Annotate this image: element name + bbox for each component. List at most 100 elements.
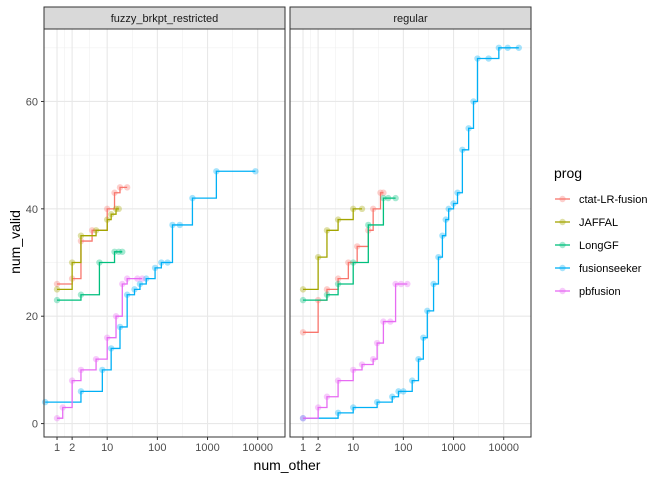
y-tick-label: 60 bbox=[26, 96, 38, 108]
data-point-JAFFAL bbox=[323, 227, 331, 234]
data-point-JAFFAL bbox=[314, 253, 322, 261]
data-point-fusionseeker bbox=[373, 398, 381, 406]
data-point-pbfusion bbox=[103, 334, 111, 341]
data-point-ctat-LR-fusion bbox=[345, 259, 352, 266]
data-point-fusionseeker bbox=[439, 232, 446, 239]
data-point-pbfusion bbox=[53, 415, 61, 422]
y-tick-label: 0 bbox=[32, 419, 38, 431]
data-point-ctat-LR-fusion bbox=[111, 189, 118, 196]
series-line-fusionseeker bbox=[303, 47, 519, 419]
series-layer bbox=[41, 168, 259, 422]
plot-background bbox=[44, 29, 285, 437]
data-point-ctat-LR-fusion bbox=[116, 184, 124, 191]
data-point-LongGF bbox=[385, 194, 392, 202]
data-point-ctat-LR-fusion bbox=[103, 205, 111, 213]
series-line-pbfusion bbox=[57, 277, 143, 419]
data-point-LongGF bbox=[115, 248, 122, 255]
panel-border bbox=[289, 28, 532, 438]
data-point-ctat-LR-fusion bbox=[123, 184, 131, 191]
data-point-fusionseeker bbox=[169, 221, 176, 229]
data-point-ctat-LR-fusion bbox=[377, 189, 384, 196]
y-tick-label: 20 bbox=[26, 311, 38, 323]
data-point-pbfusion bbox=[123, 275, 131, 282]
panel-fuzzy_brkpt_restricted: fuzzy_brkpt_restricted 1 2 10 100 1000 10000 0 2… bbox=[26, 6, 286, 454]
data-point-fusionseeker bbox=[450, 200, 457, 207]
data-point-fusionseeker bbox=[445, 205, 452, 213]
x-tick-label: 10 bbox=[347, 442, 359, 454]
y-axis-title: num_valid bbox=[7, 210, 23, 274]
data-point-fusionseeker bbox=[504, 44, 511, 51]
data-point-LongGF bbox=[77, 291, 85, 298]
grid bbox=[290, 29, 531, 437]
data-point-ctat-LR-fusion bbox=[353, 243, 361, 250]
panel-border bbox=[43, 28, 286, 438]
data-point-fusionseeker bbox=[420, 334, 427, 341]
data-point-fusionseeker bbox=[465, 125, 472, 132]
data-point-LongGF bbox=[392, 194, 399, 202]
data-point-pbfusion bbox=[349, 366, 357, 374]
data-point-pbfusion bbox=[373, 339, 381, 347]
grid bbox=[44, 29, 285, 437]
x-axis-title: num_other bbox=[254, 457, 321, 473]
x-tick-label: 1000 bbox=[195, 442, 219, 454]
legend: prog ctat-LR-fusion JAFFAL LongGF fusionsee… bbox=[554, 165, 647, 300]
legend-key-point bbox=[559, 218, 566, 226]
data-point-ctat-LR-fusion bbox=[334, 275, 342, 282]
legend-key-point bbox=[559, 264, 566, 272]
data-point-LongGF bbox=[323, 291, 331, 298]
data-point-fusionseeker bbox=[389, 393, 396, 400]
data-point-ctat-LR-fusion bbox=[369, 205, 377, 213]
data-point-fusionseeker bbox=[459, 146, 466, 153]
legend-label: pbfusion bbox=[579, 286, 621, 298]
data-point-fusionseeker bbox=[107, 345, 115, 352]
data-point-fusionseeker bbox=[123, 291, 131, 298]
data-point-ctat-LR-fusion bbox=[299, 329, 307, 336]
x-tick-label: 10 bbox=[101, 442, 113, 454]
data-point-fusionseeker bbox=[515, 44, 523, 51]
data-point-fusionseeker bbox=[77, 388, 85, 395]
data-point-fusionseeker bbox=[485, 55, 492, 62]
data-point-fusionseeker bbox=[189, 194, 196, 202]
facet-strip-label: regular bbox=[393, 13, 428, 25]
data-point-fusionseeker bbox=[430, 280, 437, 288]
data-point-fusionseeker bbox=[164, 259, 171, 266]
data-point-pbfusion bbox=[323, 393, 331, 400]
panel-regular: regular 1 2 10 100 1000 10000 bbox=[289, 6, 532, 454]
legend-label: fusionseeker bbox=[579, 263, 642, 275]
data-point-ctat-LR-fusion bbox=[53, 280, 61, 288]
data-point-pbfusion bbox=[358, 361, 366, 368]
series-line-pbfusion bbox=[303, 283, 408, 419]
legend-item: pbfusion bbox=[554, 282, 621, 300]
series-line-JAFFAL bbox=[303, 208, 363, 291]
series-line-fusionseeker bbox=[45, 170, 256, 403]
data-point-LongGF bbox=[334, 280, 342, 288]
data-point-LongGF bbox=[119, 248, 126, 255]
legend-key-point bbox=[559, 195, 566, 203]
data-point-fusionseeker bbox=[116, 323, 124, 331]
data-point-fusionseeker bbox=[474, 55, 481, 62]
data-point-pbfusion bbox=[92, 355, 100, 363]
data-point-pbfusion bbox=[112, 313, 120, 320]
data-point-fusionseeker bbox=[158, 259, 165, 266]
data-point-ctat-LR-fusion bbox=[323, 286, 331, 293]
series-layer bbox=[299, 44, 523, 422]
x-tick-label: 1000 bbox=[441, 442, 465, 454]
data-point-JAFFAL bbox=[112, 205, 120, 213]
data-point-pbfusion bbox=[397, 280, 405, 288]
legend-label: LongGF bbox=[579, 240, 619, 252]
data-point-LongGF bbox=[96, 259, 103, 266]
data-point-fusionseeker bbox=[143, 275, 150, 282]
data-point-fusionseeker bbox=[495, 44, 503, 51]
data-point-fusionseeker bbox=[435, 253, 442, 261]
data-point-JAFFAL bbox=[334, 216, 342, 223]
data-point-fusionseeker bbox=[442, 216, 449, 223]
data-point-fusionseeker bbox=[415, 355, 422, 363]
data-point-pbfusion bbox=[314, 404, 322, 411]
data-point-fusionseeker bbox=[252, 168, 259, 175]
data-point-fusionseeker bbox=[136, 280, 144, 288]
x-tick-label: 2 bbox=[69, 442, 75, 454]
data-point-pbfusion bbox=[59, 404, 66, 411]
data-point-JAFFAL bbox=[77, 232, 85, 239]
series-line-LongGF bbox=[57, 251, 123, 301]
data-point-fusionseeker bbox=[151, 264, 159, 272]
